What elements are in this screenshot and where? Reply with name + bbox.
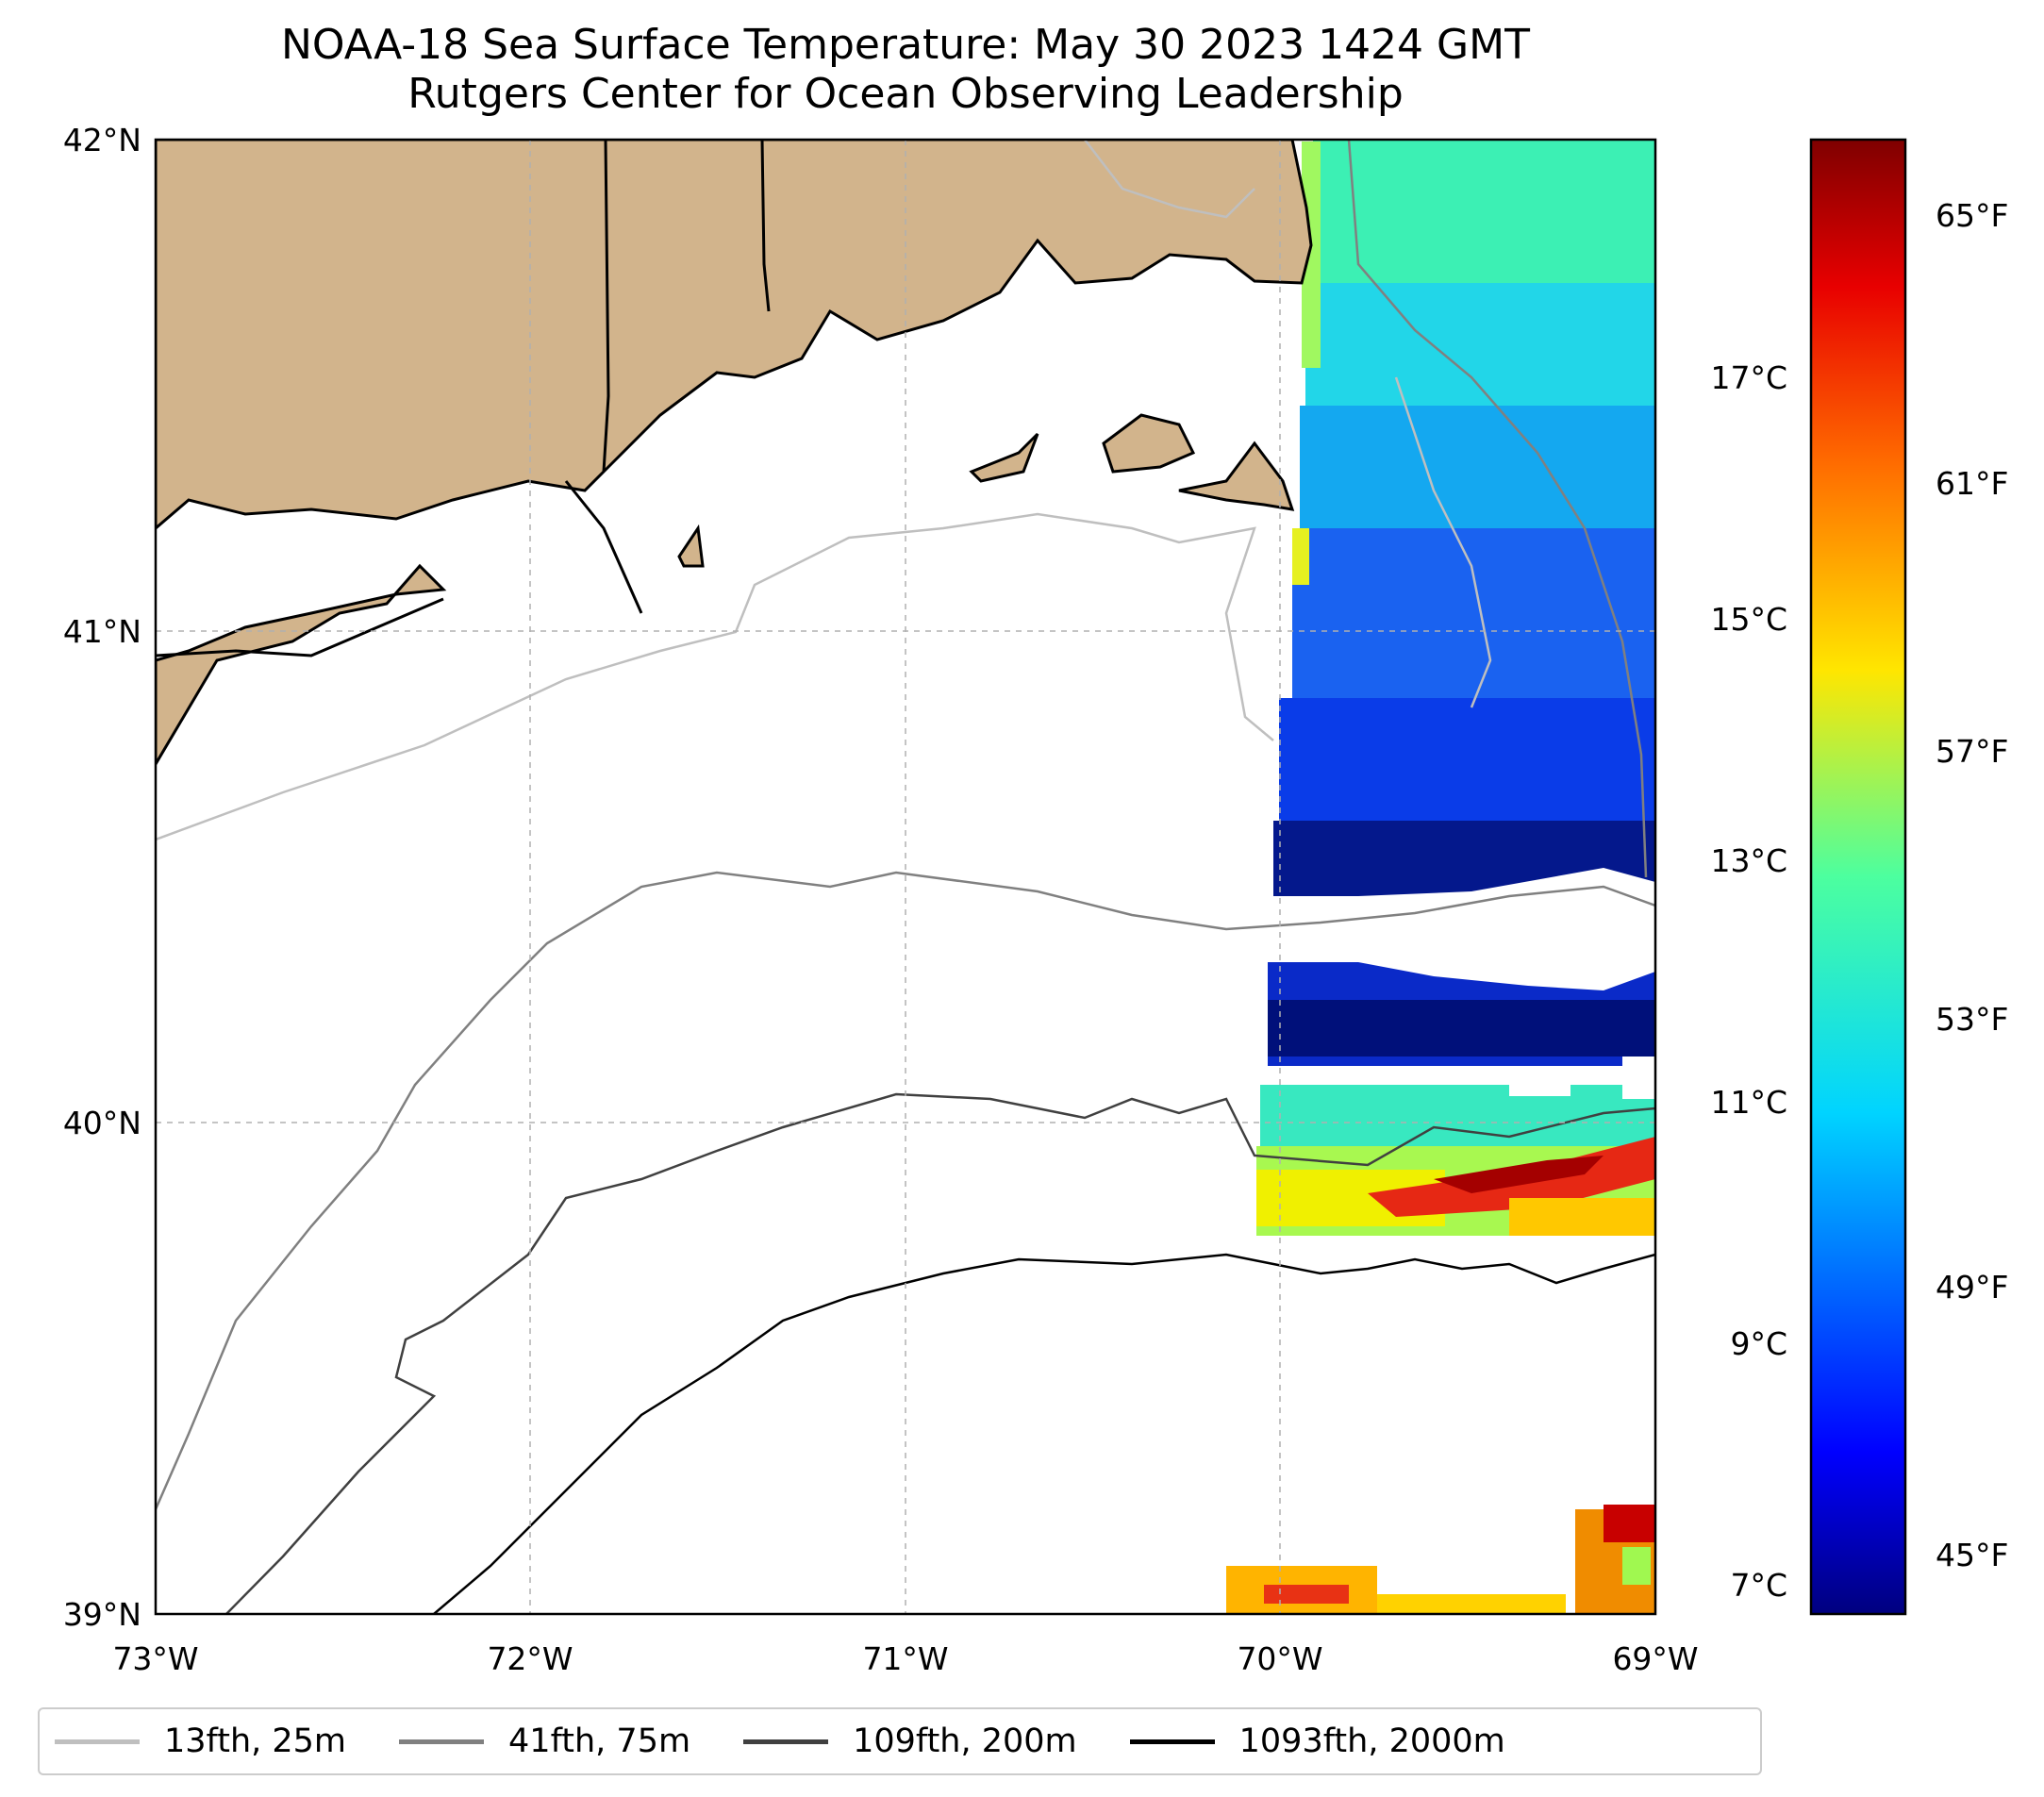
fahrenheit-tick-label: 49°F — [1936, 1269, 2008, 1306]
land — [156, 140, 1313, 767]
legend-label: 1093fth, 2000m — [1238, 1722, 1505, 1760]
legend-item-75m: 41fth, 75m — [399, 1722, 690, 1760]
state-boundaries — [156, 140, 771, 657]
isobath-2000m — [433, 1253, 1655, 1614]
fahrenheit-tick-label: 65°F — [1936, 197, 2008, 234]
isobath-200m — [225, 1092, 1655, 1614]
celsius-tick-label: 17°C — [1710, 359, 1787, 396]
legend-swatch — [55, 1739, 140, 1744]
isobath-75m — [156, 140, 1655, 1510]
y-tick-label: 41°N — [63, 613, 141, 650]
isobath-25m — [156, 140, 1492, 841]
legend-label: 13fth, 25m — [164, 1722, 347, 1760]
x-tick-label: 70°W — [1237, 1640, 1322, 1677]
celsius-tick-label: 7°C — [1730, 1567, 1787, 1604]
legend-item-25m: 13fth, 25m — [55, 1722, 346, 1760]
map-figure: 73°W 72°W 71°W 70°W 69°W 42°N 41°N 40°N … — [63, 122, 2009, 1677]
legend-swatch — [1129, 1739, 1215, 1744]
x-tick-label: 73°W — [112, 1640, 198, 1677]
title-line-1: NOAA-18 Sea Surface Temperature: May 30 … — [281, 21, 1530, 69]
sst-swath — [1226, 140, 1655, 1614]
plot-frame — [154, 138, 1657, 1616]
legend-item-200m: 109fth, 200m — [743, 1722, 1077, 1760]
legend-swatch — [399, 1739, 485, 1744]
celsius-tick-label: 13°C — [1710, 842, 1787, 879]
map-title: NOAA-18 Sea Surface Temperature: May 30 … — [0, 21, 1811, 119]
fahrenheit-tick-label: 53°F — [1936, 1001, 2008, 1038]
gridlines — [156, 140, 1655, 1614]
y-tick-label: 40°N — [63, 1105, 141, 1141]
colorbar — [1809, 138, 1907, 1616]
x-tick-label: 69°W — [1612, 1640, 1698, 1677]
title-line-2: Rutgers Center for Ocean Observing Leade… — [407, 70, 1404, 118]
legend-swatch — [743, 1739, 829, 1744]
fahrenheit-tick-label: 57°F — [1936, 733, 2008, 770]
contour-legend: 13fth, 25m 41fth, 75m 109fth, 200m 1093f… — [38, 1707, 1762, 1775]
fahrenheit-tick-label: 45°F — [1936, 1537, 2008, 1573]
y-tick-label: 39°N — [63, 1596, 141, 1633]
fahrenheit-tick-label: 61°F — [1936, 465, 2008, 502]
y-axis-ticks: 42°N 41°N 40°N 39°N — [63, 122, 141, 1633]
legend-label: 109fth, 200m — [853, 1722, 1077, 1760]
celsius-tick-label: 9°C — [1730, 1325, 1787, 1362]
legend-label: 41fth, 75m — [508, 1722, 691, 1760]
celsius-tick-label: 15°C — [1710, 601, 1787, 638]
y-tick-label: 42°N — [63, 122, 141, 158]
colorbar-celsius-ticks: 17°C 15°C 13°C 11°C 9°C 7°C — [1710, 359, 1787, 1604]
x-tick-label: 71°W — [862, 1640, 948, 1677]
celsius-tick-label: 11°C — [1710, 1084, 1787, 1121]
legend-item-2000m: 1093fth, 2000m — [1129, 1722, 1505, 1760]
x-tick-label: 72°W — [487, 1640, 573, 1677]
colorbar-fahrenheit-ticks: 65°F 61°F 57°F 53°F 49°F 45°F — [1936, 197, 2008, 1573]
x-axis-ticks: 73°W 72°W 71°W 70°W 69°W — [112, 1640, 1698, 1677]
